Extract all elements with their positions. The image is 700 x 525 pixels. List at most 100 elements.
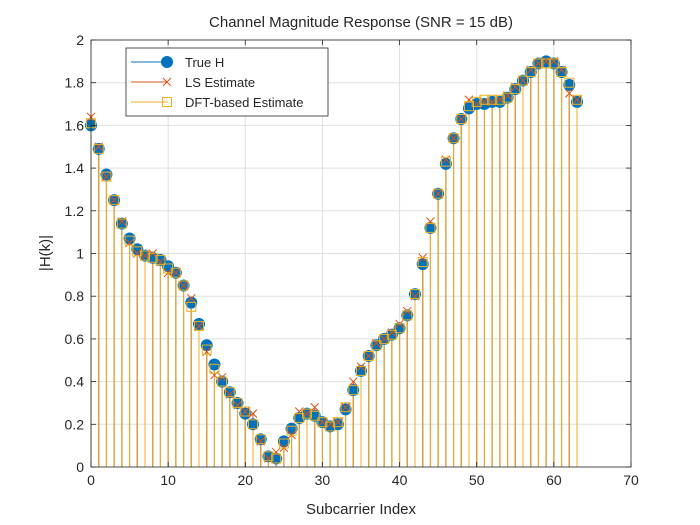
y-tick-label: 0.6	[65, 331, 85, 347]
marker-dft-based-estimate	[116, 218, 127, 229]
marker-dft-based-estimate	[271, 453, 282, 464]
x-stroke	[364, 351, 374, 361]
marker-dft-based-estimate	[209, 363, 220, 374]
x-tick-label: 50	[469, 472, 485, 488]
x-tick-label: 30	[315, 472, 331, 488]
marker-dft-based-estimate	[394, 323, 405, 334]
x-stroke	[248, 409, 258, 418]
marker-ls-estimate	[140, 251, 150, 260]
y-tick-label: 0.4	[65, 374, 85, 390]
marker-dft-based-estimate	[386, 329, 397, 340]
marker-dft-based-estimate	[93, 143, 104, 154]
marker-dft-based-estimate	[525, 67, 536, 78]
marker-dft-based-estimate	[309, 410, 320, 421]
marker-dft-based-estimate	[147, 252, 158, 263]
marker-ls-estimate	[449, 133, 458, 143]
marker-dft-based-estimate	[194, 321, 204, 332]
marker-true-h	[277, 435, 290, 448]
marker-true-h	[509, 83, 522, 96]
marker-true-h	[247, 418, 259, 431]
marker-dft-based-estimate	[224, 387, 235, 398]
marker-ls-estimate	[302, 409, 312, 418]
marker-dft-based-estimate	[124, 235, 135, 246]
y-tick-label: 1.2	[65, 203, 85, 219]
legend-label: DFT-based Estimate	[185, 95, 304, 110]
marker-ls-estimate	[426, 217, 435, 226]
stems	[90, 61, 578, 467]
marker-dft-based-estimate	[533, 58, 544, 69]
marker-true-h	[285, 422, 298, 435]
x-stroke	[186, 293, 196, 303]
legend[interactable]: True H LS Estimate DFT-based Estimate	[125, 47, 329, 117]
x-tick-label: 60	[546, 472, 562, 488]
marker-dft-based-estimate	[109, 195, 120, 206]
x-tick-label: 10	[160, 472, 176, 488]
x-stroke	[271, 447, 281, 457]
marker-true-h	[555, 66, 568, 79]
marker-ls-estimate	[240, 407, 250, 416]
marker-dft-based-estimate	[332, 417, 343, 428]
y-tick-label: 1.6	[65, 117, 85, 133]
marker-ls-estimate	[248, 409, 258, 418]
marker-true-h	[92, 142, 105, 155]
x-stroke	[564, 89, 574, 98]
marker-dft-based-estimate	[425, 222, 436, 233]
marker-dft-based-estimate	[302, 408, 312, 419]
marker-true-h	[424, 221, 437, 234]
marker-ls-estimate	[572, 95, 582, 105]
marker-true-h	[216, 375, 229, 388]
marker-dft-based-estimate	[433, 188, 444, 199]
marker-true-h	[571, 95, 583, 108]
marker-ls-estimate	[564, 89, 574, 98]
marker-ls-estimate	[495, 95, 505, 105]
legend-marker-square	[162, 97, 172, 107]
legend-marker-circle	[161, 56, 173, 68]
marker-true-h	[524, 66, 537, 79]
y-tick-label: 1.8	[65, 75, 85, 91]
marker-true-h	[339, 403, 352, 416]
marker-dft-based-estimate	[410, 289, 420, 300]
marker-ls-estimate	[534, 59, 543, 68]
x-stroke	[210, 370, 219, 380]
x-stroke	[379, 334, 389, 344]
marker-dft-based-estimate	[340, 402, 351, 413]
marker-dft-based-estimate	[263, 451, 274, 462]
marker-true-h	[115, 217, 128, 230]
marker-dft-based-estimate	[232, 397, 243, 408]
y-tick-label: 1.4	[65, 160, 85, 176]
marker-dft-based-estimate	[155, 254, 166, 265]
marker-dft-based-estimate	[356, 365, 366, 376]
legend-label: True H	[185, 55, 224, 70]
x-stroke	[333, 417, 343, 427]
marker-dft-based-estimate	[510, 84, 521, 95]
x-stroke	[318, 417, 327, 427]
marker-ls-estimate	[456, 114, 466, 124]
marker-dft-based-estimate	[140, 250, 150, 261]
x-stroke	[171, 268, 181, 278]
x-stroke	[140, 251, 150, 260]
x-stroke	[426, 217, 435, 226]
marker-dft-based-estimate	[255, 434, 266, 445]
y-tick-label: 2	[76, 32, 84, 48]
marker-ls-estimate	[379, 334, 389, 344]
x-stroke	[456, 114, 466, 124]
marker-true-h	[401, 309, 414, 322]
marker-ls-estimate	[333, 417, 343, 427]
marker-true-h	[100, 168, 113, 181]
marker-dft-based-estimate	[286, 425, 297, 436]
marker-true-h	[409, 288, 421, 301]
x-stroke	[294, 407, 304, 416]
marker-dft-based-estimate	[440, 156, 451, 167]
marker-ls-estimate	[171, 268, 181, 278]
x-stroke	[449, 133, 458, 143]
x-stroke	[162, 77, 172, 87]
marker-ls-estimate	[341, 402, 350, 412]
marker-ls-estimate	[186, 293, 196, 303]
marker-ls-estimate	[318, 417, 327, 427]
marker-dft-based-estimate	[417, 257, 428, 268]
x-stroke	[310, 402, 320, 412]
marker-ls-estimate	[109, 195, 119, 205]
legend-label: LS Estimate	[185, 75, 255, 90]
marker-ls-estimate	[310, 402, 320, 412]
marker-true-h	[223, 386, 236, 399]
